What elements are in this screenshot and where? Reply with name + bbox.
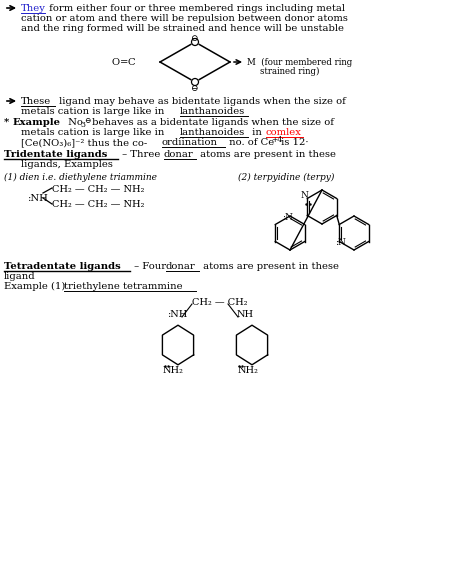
Text: They: They [21, 4, 46, 13]
Text: C: C [128, 58, 136, 67]
Text: cation or atom and there will be repulsion between donor atoms: cation or atom and there will be repulsi… [21, 14, 348, 23]
Text: ⊖: ⊖ [190, 34, 198, 43]
Text: Example: Example [13, 118, 61, 127]
Text: metals cation is large like in: metals cation is large like in [21, 128, 167, 137]
Text: :NH: :NH [28, 194, 49, 203]
Text: M  (four membered ring: M (four membered ring [247, 58, 352, 67]
Text: N: N [301, 191, 308, 200]
Text: =: = [120, 58, 128, 67]
Text: is 12·: is 12· [278, 138, 309, 147]
Circle shape [191, 38, 199, 46]
Text: atoms are present in these: atoms are present in these [197, 150, 336, 159]
Text: (2) terpyidine (terpy): (2) terpyidine (terpy) [238, 173, 334, 182]
Text: comlex: comlex [266, 128, 302, 137]
Text: ligand may behave as bidentate ligands when the size of: ligand may behave as bidentate ligands w… [56, 97, 346, 106]
Text: CH₂ — CH₂ — N̈H₂: CH₂ — CH₂ — N̈H₂ [52, 200, 145, 209]
Text: atoms are present in these: atoms are present in these [200, 262, 339, 271]
Circle shape [191, 79, 199, 86]
Text: metals cation is large like in: metals cation is large like in [21, 107, 167, 116]
Text: – Four: – Four [131, 262, 169, 271]
Text: behaves as a bidentate ligands when the size of: behaves as a bidentate ligands when the … [89, 118, 334, 127]
Text: lanthanoides: lanthanoides [180, 107, 245, 116]
Text: ligands, Examples: ligands, Examples [21, 160, 113, 169]
Text: Tetradentate ligands: Tetradentate ligands [4, 262, 121, 271]
Text: :NH: :NH [168, 310, 188, 319]
Text: NH₂: NH₂ [238, 366, 259, 375]
Text: 3: 3 [80, 121, 85, 129]
Text: strained ring): strained ring) [260, 67, 319, 76]
Text: [Ce(NO₃)₆]⁻² thus the co-: [Ce(NO₃)₆]⁻² thus the co- [21, 138, 147, 147]
Text: NH₂: NH₂ [163, 366, 184, 375]
Text: donar: donar [164, 150, 194, 159]
Text: form either four or three membered rings including metal: form either four or three membered rings… [46, 4, 345, 13]
Text: donar: donar [166, 262, 196, 271]
Text: lanthanoides: lanthanoides [180, 128, 245, 137]
Text: in: in [249, 128, 265, 137]
Text: :N: :N [283, 212, 293, 222]
Text: :N: :N [335, 238, 346, 247]
Text: ⊖: ⊖ [84, 117, 91, 125]
Text: No: No [65, 118, 83, 127]
Text: no. of Ce: no. of Ce [226, 138, 274, 147]
Text: (1) dien i.e. diethylene triammine: (1) dien i.e. diethylene triammine [4, 173, 157, 182]
Text: ordiination: ordiination [162, 138, 218, 147]
Text: *: * [4, 118, 13, 127]
Text: These: These [21, 97, 51, 106]
Text: – Three: – Three [119, 150, 164, 159]
Text: triethylene tetrammine: triethylene tetrammine [64, 282, 182, 291]
Text: CH₂ — CH₂: CH₂ — CH₂ [192, 298, 247, 307]
Text: and the ring formed will be strained and hence will be unstable: and the ring formed will be strained and… [21, 24, 344, 33]
Text: ⊖: ⊖ [190, 84, 198, 93]
Text: Example (1): Example (1) [4, 282, 69, 291]
Text: CH₂ — CH₂ — N̈H₂: CH₂ — CH₂ — N̈H₂ [52, 185, 145, 194]
Text: NH: NH [237, 310, 254, 319]
Text: ligand: ligand [4, 272, 36, 281]
Text: +4: +4 [271, 136, 282, 144]
Text: O: O [112, 58, 120, 67]
Text: Tridentate ligands: Tridentate ligands [4, 150, 108, 159]
